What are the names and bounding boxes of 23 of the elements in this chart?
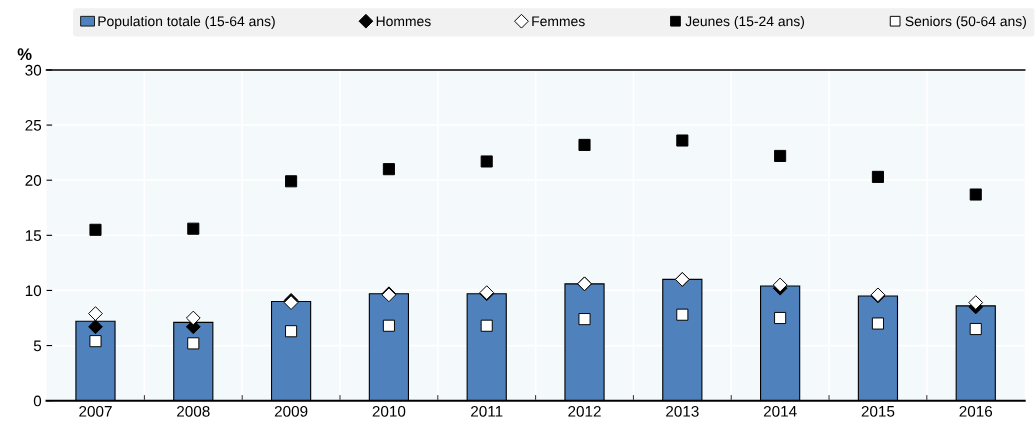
- legend-label: Population totale (15-64 ans): [98, 16, 275, 29]
- legend-label: Hommes: [376, 16, 431, 27]
- x-tick-label: 2007: [79, 405, 112, 417]
- x-tick-label: 2008: [177, 405, 210, 417]
- y-axis-title: %: [17, 48, 32, 61]
- x-tick-label: 2010: [372, 405, 406, 417]
- y-tick-label: 15: [25, 230, 42, 242]
- y-tick-label: 30: [25, 64, 42, 76]
- y-tick-label: 5: [33, 340, 42, 352]
- y-tick-label: 20: [25, 175, 42, 186]
- y-tick-label: 25: [25, 119, 42, 131]
- legend-label: Jeunes (15-24 ans): [685, 16, 805, 29]
- x-tick-label: 2016: [959, 405, 993, 417]
- legend-label: Femmes: [532, 16, 585, 27]
- x-tick-label: 2012: [568, 405, 601, 417]
- y-tick-label: 10: [25, 285, 42, 297]
- x-tick-label: 2014: [763, 405, 797, 417]
- legend-label: Seniors (50-64 ans): [905, 16, 1026, 29]
- x-tick-label: 2009: [274, 405, 308, 417]
- x-tick-label: 2015: [861, 405, 895, 417]
- x-tick-label: 2011: [471, 405, 503, 417]
- y-tick-label: 0: [33, 395, 42, 407]
- x-tick-label: 2013: [666, 405, 699, 417]
